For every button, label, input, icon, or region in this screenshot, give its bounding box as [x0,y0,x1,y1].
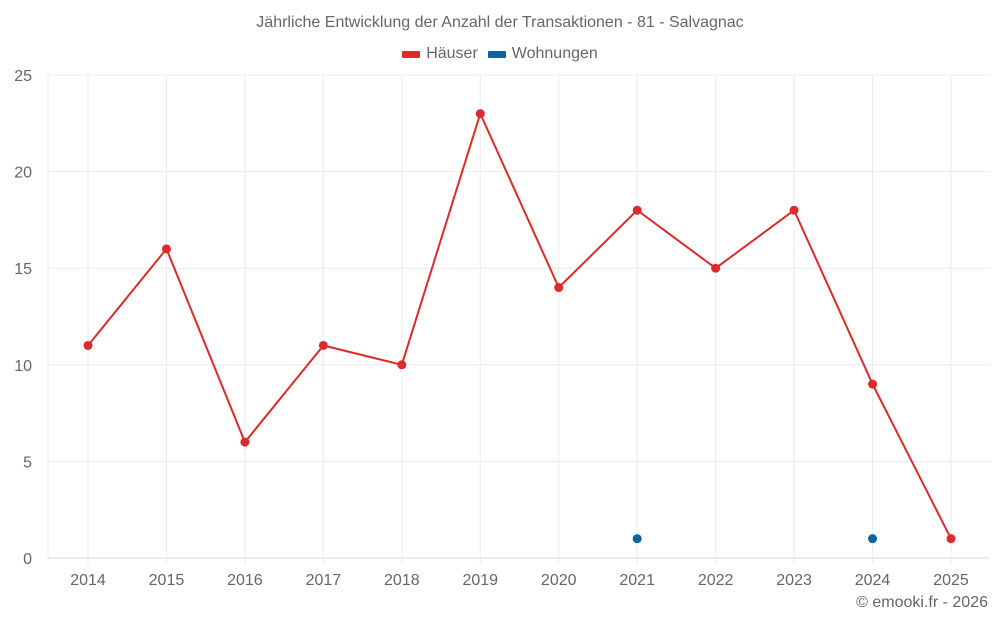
x-tick-label: 2025 [933,572,969,589]
data-point [946,534,956,544]
data-point [397,360,407,370]
data-point [711,263,721,273]
legend-label-wohnungen: Wohnungen [511,45,598,62]
chart-legend: Häuser Wohnungen [0,45,1000,63]
data-point [318,340,328,350]
data-point [868,379,878,389]
data-point [554,283,564,293]
y-tick-label: 5 [23,454,32,471]
legend-swatch-wohnungen [487,50,506,58]
x-tick-label: 2024 [855,572,891,589]
series-line [87,112,952,540]
y-tick-label: 15 [14,261,32,278]
y-tick-label: 25 [14,68,32,85]
x-tick-label: 2019 [462,572,498,589]
legend-item-haeuser[interactable]: Häuser [402,45,478,63]
data-point [789,205,799,215]
legend-label-haeuser: Häuser [426,45,478,62]
x-tick-label: 2020 [541,572,577,589]
x-tick-label: 2015 [149,572,185,589]
data-point [475,109,485,119]
data-point [868,534,878,544]
chart-title: Jährliche Entwicklung der Anzahl der Tra… [256,14,744,31]
x-tick-label: 2018 [384,572,420,589]
y-tick-label: 20 [14,165,32,182]
x-tick-label: 2022 [698,572,734,589]
y-tick-label: 0 [23,551,32,568]
data-point [240,437,250,447]
x-tick-label: 2017 [306,572,342,589]
data-point [161,244,171,254]
legend-swatch-haeuser [402,50,421,58]
data-point [83,340,93,350]
y-tick-label: 10 [14,358,32,375]
data-point [632,205,642,215]
x-tick-label: 2014 [70,572,106,589]
legend-item-wohnungen[interactable]: Wohnungen [487,45,598,63]
copyright-credit: © emooki.fr - 2026 [856,594,988,611]
data-point [632,534,642,544]
x-tick-label: 2021 [619,572,655,589]
x-tick-label: 2016 [227,572,263,589]
x-tick-label: 2023 [776,572,812,589]
